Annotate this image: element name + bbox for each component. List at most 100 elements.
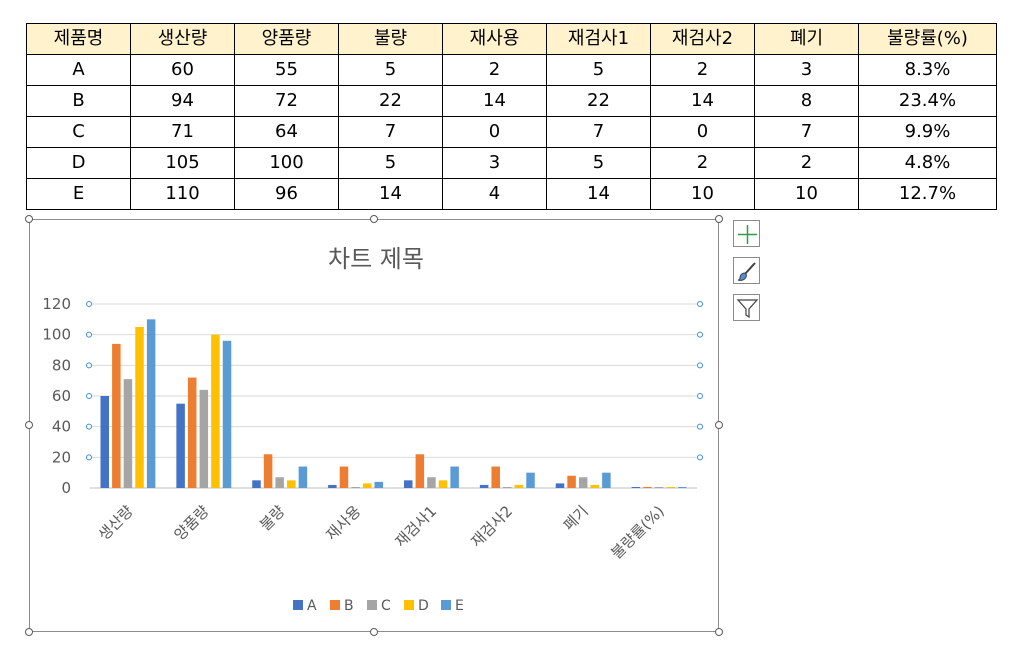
bar[interactable] (666, 487, 675, 488)
table-cell[interactable]: 96 (234, 178, 339, 210)
bar[interactable] (123, 379, 133, 488)
legend-label[interactable]: A (307, 598, 317, 614)
table-cell[interactable]: 8 (754, 85, 859, 117)
table-cell[interactable]: 100 (234, 147, 339, 179)
axis-selection-handle[interactable] (697, 454, 703, 461)
table-cell[interactable]: 0 (650, 116, 755, 148)
table-cell[interactable]: 14 (650, 85, 755, 117)
bar[interactable] (654, 487, 664, 488)
table-cell[interactable]: E (26, 178, 131, 210)
bar[interactable] (526, 472, 535, 488)
axis-selection-handle[interactable] (86, 301, 92, 307)
resize-handle-bottom-left[interactable] (25, 628, 33, 636)
header-cell[interactable]: 제품명 (26, 23, 131, 55)
table-cell[interactable]: 105 (130, 147, 235, 179)
resize-handle-top-right[interactable] (715, 215, 723, 223)
table-cell[interactable]: 22 (546, 85, 651, 117)
table-cell[interactable]: 10 (650, 178, 755, 210)
table-cell[interactable]: 5 (546, 54, 651, 86)
table-cell[interactable]: 8.3% (858, 54, 997, 86)
legend-label[interactable]: B (344, 598, 354, 614)
bar[interactable] (567, 475, 576, 488)
table-cell[interactable]: 64 (234, 116, 339, 148)
bar[interactable] (514, 484, 524, 488)
table-cell[interactable]: 2 (754, 147, 859, 179)
table-cell[interactable]: 2 (442, 54, 547, 86)
axis-selection-handle[interactable] (697, 331, 703, 338)
bar[interactable] (491, 466, 500, 488)
bar[interactable] (450, 466, 459, 488)
resize-handle-middle-right[interactable] (715, 421, 723, 429)
legend-label[interactable]: E (455, 598, 464, 614)
header-cell[interactable]: 불량률(%) (858, 23, 997, 55)
axis-selection-handle[interactable] (697, 423, 703, 430)
axis-selection-handle[interactable] (86, 331, 92, 338)
bar[interactable] (590, 484, 600, 488)
table-cell[interactable]: A (26, 54, 131, 86)
table-cell[interactable]: 2 (650, 54, 755, 86)
bar[interactable] (263, 454, 273, 488)
header-cell[interactable]: 폐기 (754, 23, 859, 55)
chart-styles-button[interactable] (733, 257, 760, 284)
bar[interactable] (631, 487, 641, 488)
header-cell[interactable]: 양품량 (234, 23, 339, 55)
table-cell[interactable]: 14 (546, 178, 651, 210)
table-cell[interactable]: 14 (442, 85, 547, 117)
bar[interactable] (298, 466, 308, 488)
bar[interactable] (222, 340, 232, 488)
table-cell[interactable]: 22 (338, 85, 443, 117)
table-cell[interactable]: 7 (546, 116, 651, 148)
bar[interactable] (112, 343, 121, 488)
resize-handle-top-middle[interactable] (370, 215, 378, 223)
bar[interactable] (211, 334, 220, 488)
axis-selection-handle[interactable] (86, 362, 92, 369)
table-cell[interactable]: 3 (442, 147, 547, 179)
axis-selection-handle[interactable] (86, 423, 92, 430)
bar[interactable] (415, 454, 425, 488)
table-cell[interactable]: 14 (338, 178, 443, 210)
bar[interactable] (578, 477, 588, 488)
table-cell[interactable]: 4.8% (858, 147, 997, 179)
bar[interactable] (100, 396, 109, 488)
bar[interactable] (351, 487, 360, 488)
bar[interactable] (135, 327, 144, 488)
table-cell[interactable]: 5 (546, 147, 651, 179)
bar[interactable] (555, 483, 565, 488)
axis-selection-handle[interactable] (697, 301, 703, 307)
bar[interactable] (479, 484, 489, 488)
table-cell[interactable]: 23.4% (858, 85, 997, 117)
table-cell[interactable]: 5 (338, 147, 443, 179)
legend-label[interactable]: C (381, 598, 391, 614)
header-cell[interactable]: 재검사1 (546, 23, 651, 55)
table-cell[interactable]: 60 (130, 54, 235, 86)
bar[interactable] (362, 483, 372, 488)
table-cell[interactable]: 9.9% (858, 116, 997, 148)
axis-selection-handle[interactable] (697, 393, 703, 399)
table-cell[interactable]: 55 (234, 54, 339, 86)
header-cell[interactable]: 불량 (338, 23, 443, 55)
bar[interactable] (176, 403, 185, 488)
legend-label[interactable]: D (418, 598, 429, 614)
bar[interactable] (427, 477, 436, 488)
table-cell[interactable]: 2 (650, 147, 755, 179)
table-cell[interactable]: 4 (442, 178, 547, 210)
legend[interactable]: A B C D E (293, 598, 464, 614)
bar[interactable] (602, 472, 611, 488)
bar[interactable] (328, 484, 337, 488)
table-cell[interactable]: D (26, 147, 131, 179)
chart-title[interactable]: 차트 제목 (328, 245, 424, 273)
bar[interactable] (339, 466, 349, 488)
table-cell[interactable]: 12.7% (858, 178, 997, 210)
chart-area[interactable]: 차트 제목 0 20 40 60 80 100 120 생산량 양품량 불량 재사용 재검사1 재검사… (29, 219, 719, 632)
table-cell[interactable]: 7 (754, 116, 859, 148)
resize-handle-middle-left[interactable] (25, 421, 33, 429)
table-cell[interactable]: 10 (754, 178, 859, 210)
resize-handle-bottom-right[interactable] (715, 628, 723, 636)
table-cell[interactable]: 71 (130, 116, 235, 148)
bar[interactable] (374, 481, 384, 488)
bar[interactable] (146, 319, 156, 488)
table-cell[interactable]: 7 (338, 116, 443, 148)
bar[interactable] (287, 480, 296, 488)
bar[interactable] (643, 487, 652, 488)
table-cell[interactable]: C (26, 116, 131, 148)
